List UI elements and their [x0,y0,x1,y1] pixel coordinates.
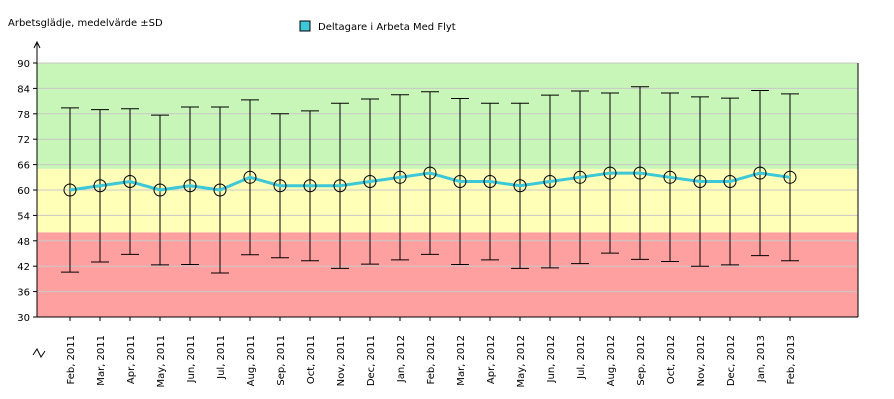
data-point [243,170,257,184]
data-point [423,166,437,180]
data-point [393,170,407,184]
x-tick-label: Mar, 2011 [96,335,107,386]
data-point [123,175,137,189]
y-tick-label: 66 [17,161,30,172]
axis-break [32,348,46,358]
y-axis-title: Arbetsglädje, medelvärde ±SD [8,18,163,29]
data-point [93,179,107,193]
x-tick-label: Dec, 2011 [366,335,377,386]
x-tick-label: Jan, 2012 [396,335,407,383]
data-point [213,183,227,197]
x-tick-label: Nov, 2012 [696,335,707,386]
x-tick-label: May, 2012 [516,335,527,387]
x-tick-label: Dec, 2012 [726,335,737,386]
y-tick-label: 54 [17,211,30,222]
x-tick-label: Apr, 2012 [486,335,497,384]
zone-band [37,232,858,317]
y-tick-label: 72 [17,135,30,146]
x-tick-label: Sep, 2012 [636,335,647,386]
data-point [513,179,527,193]
data-point [363,175,377,189]
data-point [543,175,557,189]
x-tick-label: Jan, 2013 [756,335,767,383]
x-tick-label: Feb, 2011 [66,335,77,385]
y-tick-label: 36 [17,288,30,299]
data-point [783,170,797,184]
x-tick-label: Sep, 2011 [276,335,287,386]
data-point [153,183,167,197]
y-tick-label: 42 [17,262,30,273]
data-point [183,179,197,193]
data-point [63,183,77,197]
y-tick-label: 60 [17,186,30,197]
x-tick-label: Feb, 2013 [786,335,797,385]
y-tick-label: 78 [17,110,30,121]
data-point [333,179,347,193]
x-tick-label: Mar, 2012 [456,335,467,386]
y-tick-label: 90 [17,59,30,70]
data-point [633,166,647,180]
x-tick-label: Jul, 2011 [216,335,227,380]
data-point [603,166,617,180]
data-point [693,175,707,189]
data-point [573,170,587,184]
x-tick-label: May, 2011 [156,335,167,387]
x-tick-label: Oct, 2011 [306,335,317,384]
data-point [273,179,287,193]
y-tick-label: 48 [17,237,30,248]
y-tick-label: 30 [17,313,30,324]
series-line [69,171,791,192]
y-axis-arrow [33,40,41,49]
data-point [663,170,677,184]
legend-swatch [299,20,311,32]
x-tick-label: Jun, 2012 [546,335,557,383]
x-tick-label: Jul, 2012 [576,335,587,380]
legend-label: Deltagare i Arbeta Med Flyt [318,22,456,33]
x-tick-label: Jun, 2011 [186,335,197,383]
x-tick-label: Feb, 2012 [426,335,437,385]
data-point [723,175,737,189]
data-point [753,166,767,180]
zone-band [37,63,858,169]
data-point [303,179,317,193]
x-tick-label: Aug, 2012 [606,335,617,386]
data-point [453,175,467,189]
data-point [483,175,497,189]
x-tick-label: Aug, 2011 [246,335,257,386]
y-tick-label: 84 [17,84,30,95]
x-tick-label: Nov, 2011 [336,335,347,386]
x-tick-label: Oct, 2012 [666,335,677,384]
x-tick-label: Apr, 2011 [126,335,137,384]
